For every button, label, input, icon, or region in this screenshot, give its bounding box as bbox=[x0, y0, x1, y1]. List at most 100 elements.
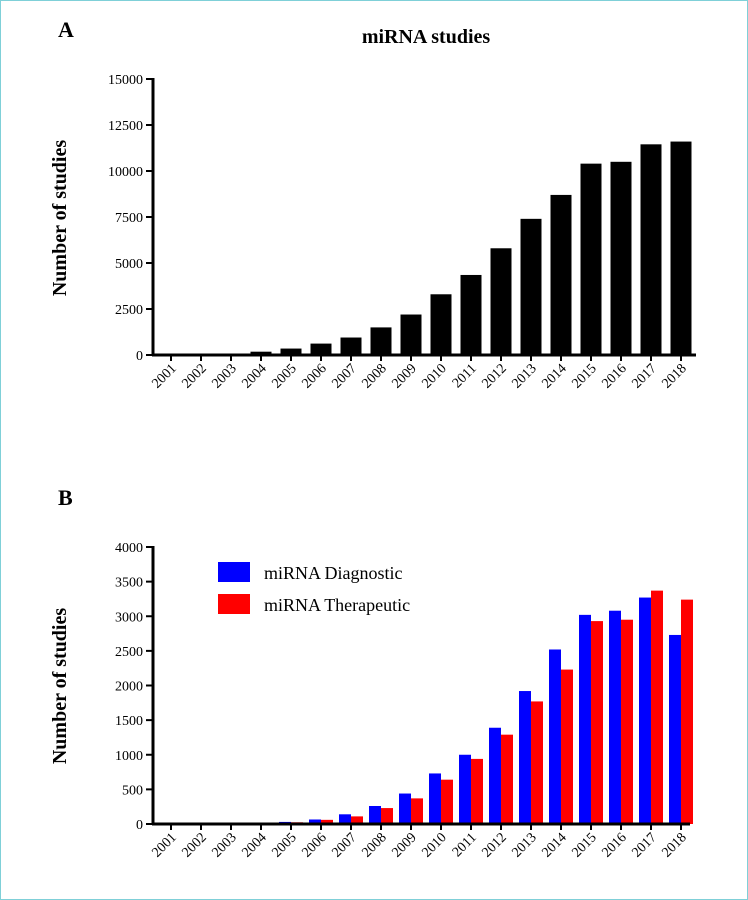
x-tick-label: 2007 bbox=[329, 830, 359, 860]
x-tick-label: 2012 bbox=[479, 361, 509, 391]
axes-a bbox=[151, 78, 696, 357]
bar-2014-therapeutic bbox=[561, 669, 573, 824]
bar-2009-therapeutic bbox=[411, 798, 423, 824]
x-tick-label: 2014 bbox=[539, 830, 569, 860]
bar-2018-therapeutic bbox=[681, 599, 693, 824]
x-tick-label: 2006 bbox=[299, 361, 329, 391]
bars-a bbox=[160, 141, 692, 355]
bar-2016-diagnostic bbox=[609, 610, 621, 824]
x-tick-label: 2003 bbox=[209, 361, 239, 391]
bar-2006-therapeutic bbox=[321, 819, 333, 824]
y-tick-label: 5000 bbox=[115, 257, 143, 272]
x-tick-label: 2007 bbox=[329, 361, 359, 391]
y-tick-label: 10000 bbox=[108, 165, 143, 180]
bar-2012-diagnostic bbox=[489, 727, 501, 824]
y-tick-label: 15000 bbox=[108, 73, 143, 88]
bar-2010-studies bbox=[430, 294, 452, 355]
x-tick-label: 2017 bbox=[629, 830, 659, 860]
x-tick-label: 2015 bbox=[569, 361, 599, 391]
x-tick-label: 2001 bbox=[149, 830, 179, 860]
bar-2010-therapeutic bbox=[441, 779, 453, 824]
chart-title: miRNA studies bbox=[362, 26, 491, 48]
bar-2009-diagnostic bbox=[399, 793, 411, 824]
y-tick-label: 0 bbox=[136, 349, 143, 364]
y-tick-label: 2500 bbox=[115, 303, 143, 318]
bar-2016-studies bbox=[610, 161, 632, 355]
bar-2008-diagnostic bbox=[369, 805, 381, 824]
bar-2011-diagnostic bbox=[459, 754, 471, 824]
x-tick-label: 2002 bbox=[179, 361, 209, 391]
x-tick-label: 2003 bbox=[209, 830, 239, 860]
bar-2017-diagnostic bbox=[639, 597, 651, 824]
bar-2012-therapeutic bbox=[501, 734, 513, 824]
bar-2005-studies bbox=[280, 348, 302, 355]
x-tick-label: 2009 bbox=[389, 830, 419, 860]
x-tick-label: 2001 bbox=[149, 361, 179, 391]
x-tick-label: 2013 bbox=[509, 830, 539, 860]
legend-swatch-therapeutic bbox=[218, 594, 250, 614]
bar-2018-diagnostic bbox=[669, 634, 681, 824]
y-tick-label: 3500 bbox=[115, 576, 143, 591]
bar-2016-therapeutic bbox=[621, 619, 633, 824]
y-ticks-a: 0 2500 5000 7500 10000 12500 15000 bbox=[108, 73, 153, 364]
bar-2015-therapeutic bbox=[591, 621, 603, 824]
x-tick-label: 2009 bbox=[389, 361, 419, 391]
x-tick-label: 2014 bbox=[539, 361, 569, 391]
axes-b bbox=[151, 546, 690, 826]
x-tick-label: 2018 bbox=[659, 361, 689, 391]
y-tick-label: 12500 bbox=[108, 119, 143, 134]
x-tick-label: 2008 bbox=[359, 830, 389, 860]
x-tick-label: 2016 bbox=[599, 830, 629, 860]
legend-label-diagnostic: miRNA Diagnostic bbox=[264, 563, 403, 583]
x-ticks-b: 2001 2002 2003 2004 2005 2006 2007 2008 2009 2010… bbox=[149, 824, 690, 861]
bar-2013-diagnostic bbox=[519, 691, 531, 824]
y-tick-label: 1000 bbox=[115, 749, 143, 764]
chart-panel-a: A miRNA studies Number of studies 0 2500 5… bbox=[49, 17, 696, 392]
bar-2014-studies bbox=[550, 194, 572, 355]
bar-2017-studies bbox=[640, 144, 662, 355]
bars-b bbox=[159, 590, 693, 825]
bar-2015-studies bbox=[580, 163, 602, 355]
bar-2007-diagnostic bbox=[339, 814, 351, 824]
bar-2007-studies bbox=[340, 337, 362, 355]
y-tick-label: 3000 bbox=[115, 610, 143, 625]
x-tick-label: 2004 bbox=[239, 361, 269, 391]
bar-2004-studies bbox=[250, 351, 272, 355]
y-tick-label: 500 bbox=[122, 783, 143, 798]
y-axis-label-b: Number of studies bbox=[49, 608, 71, 765]
bar-2011-studies bbox=[460, 274, 482, 355]
y-tick-label: 7500 bbox=[115, 211, 143, 226]
bar-2017-therapeutic bbox=[651, 590, 663, 824]
legend: miRNA Diagnostic miRNA Therapeutic bbox=[218, 562, 410, 615]
bar-2014-diagnostic bbox=[549, 649, 561, 824]
bar-2007-therapeutic bbox=[351, 816, 363, 824]
x-tick-label: 2013 bbox=[509, 361, 539, 391]
bar-2006-diagnostic bbox=[309, 819, 321, 824]
bar-2010-diagnostic bbox=[429, 773, 441, 824]
chart-panel-b: B Number of studies 0 500 1000 1500 2000 2500… bbox=[49, 485, 693, 861]
x-tick-label: 2010 bbox=[419, 830, 449, 860]
y-axis-label-a: Number of studies bbox=[49, 140, 71, 297]
x-tick-label: 2015 bbox=[569, 830, 599, 860]
y-tick-label: 4000 bbox=[115, 541, 143, 556]
bar-2011-therapeutic bbox=[471, 758, 483, 824]
y-tick-label: 2500 bbox=[115, 645, 143, 660]
y-tick-label: 2000 bbox=[115, 680, 143, 695]
x-tick-label: 2012 bbox=[479, 830, 509, 860]
bar-2009-studies bbox=[400, 314, 422, 355]
x-tick-label: 2011 bbox=[450, 361, 480, 391]
x-tick-label: 2016 bbox=[599, 361, 629, 391]
bar-2015-diagnostic bbox=[579, 614, 591, 824]
panel-letter-b: B bbox=[58, 485, 73, 510]
y-tick-label: 0 bbox=[136, 818, 143, 833]
x-tick-label: 2017 bbox=[629, 361, 659, 391]
x-tick-label: 2005 bbox=[269, 361, 299, 391]
y-tick-label: 1500 bbox=[115, 714, 143, 729]
x-ticks-a: 2001 2002 2003 2004 2005 2006 2007 2008 2009 2010… bbox=[149, 355, 690, 392]
x-tick-label: 2002 bbox=[179, 830, 209, 860]
x-tick-label: 2004 bbox=[239, 830, 269, 860]
bar-2018-studies bbox=[670, 141, 692, 355]
bar-2006-studies bbox=[310, 343, 332, 355]
y-ticks-b: 0 500 1000 1500 2000 2500 3000 3500 4000 bbox=[115, 541, 153, 833]
